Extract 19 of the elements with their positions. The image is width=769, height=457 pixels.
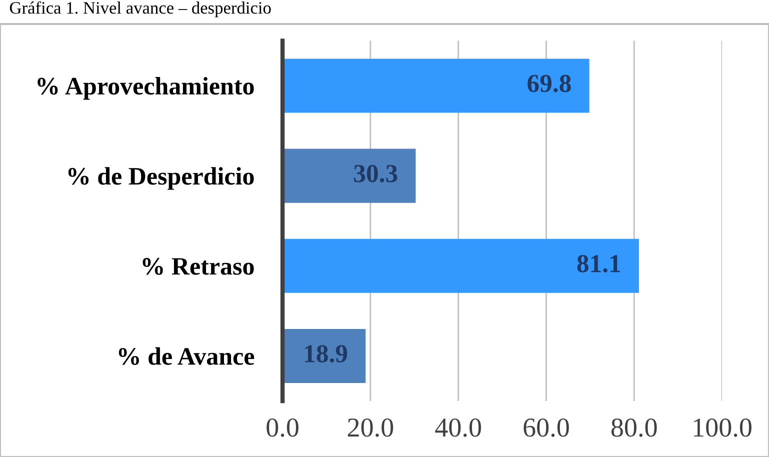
y-tick-label: % de Avance: [118, 347, 254, 365]
y-tick-label: % Aprovechamiento: [38, 77, 254, 100]
x-tick-label: 60.0: [524, 418, 569, 437]
y-tick-label: % Retraso: [142, 258, 254, 275]
x-tick-label: 80.0: [611, 418, 657, 437]
y-tick-label: % de Desperdicio: [68, 167, 254, 190]
bar: [282, 238, 639, 293]
bar: [282, 148, 416, 203]
x-tick-label: 20.0: [348, 418, 394, 437]
bar: [282, 328, 366, 383]
bar: [282, 58, 590, 113]
data-label: 18.9: [305, 345, 348, 363]
text: Gráfica 1. Nivel avance – desperdicio: [10, 1, 271, 18]
data-label: 69.8: [528, 74, 571, 92]
x-tick-label: 40.0: [435, 418, 481, 437]
x-tick-label: 0.0: [266, 418, 298, 437]
data-label: 81.1: [577, 254, 620, 272]
x-tick-label: 100.0: [694, 418, 752, 437]
data-label: 30.3: [354, 164, 398, 182]
